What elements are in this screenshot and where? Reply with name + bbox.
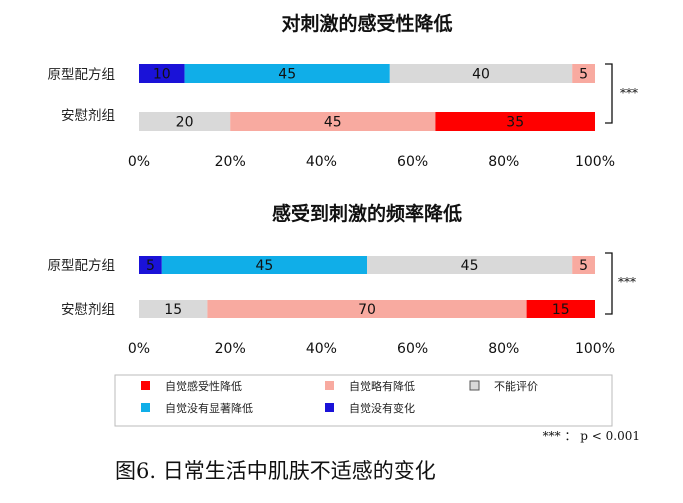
bar-segment	[139, 300, 208, 318]
x-tick-label: 20%	[215, 341, 246, 357]
figure-caption: 图6. 日常生活中肌肤不适感的变化	[115, 459, 436, 483]
data-label: 5	[579, 67, 588, 83]
chart-2-significance-bracket	[605, 252, 613, 315]
data-label: 15	[552, 302, 570, 318]
bar-segment	[139, 256, 162, 274]
data-label: 70	[358, 302, 376, 318]
x-tick-label: 100%	[575, 341, 615, 357]
chart-1-category-placebo: 安慰剂组	[61, 107, 115, 124]
bar-segment	[161, 256, 367, 274]
data-label: 35	[506, 115, 524, 131]
bar-segment	[207, 300, 527, 318]
bar-segment	[139, 64, 185, 83]
chart-1-significance: ***	[620, 86, 638, 100]
chart-1-bars: 10 45 40 5 20 45 35	[139, 64, 595, 131]
chart-2: 感受到刺激的频率降低 原型配方组 安慰剂组 5 45 45 5 15 70 15 0% 20%…	[48, 202, 637, 357]
data-label: 5	[146, 258, 155, 274]
legend-label: 自觉没有显著降低	[165, 401, 253, 415]
x-tick-label: 40%	[306, 154, 337, 170]
data-label: 40	[472, 67, 490, 83]
x-tick-label: 80%	[488, 341, 519, 357]
bar-segment	[572, 64, 595, 83]
legend-box	[114, 374, 613, 427]
bar-segment	[230, 112, 436, 131]
bar-segment	[526, 300, 595, 318]
footnote: *** ： p < 0.001	[543, 429, 640, 443]
chart-1-x-axis: 0% 20% 40% 60% 80% 100%	[128, 154, 615, 170]
chart-2-category-placebo: 安慰剂组	[61, 301, 115, 318]
bar-segment	[139, 112, 231, 131]
x-tick-label: 80%	[488, 154, 519, 170]
chart-2-category-formula: 原型配方组	[48, 258, 116, 274]
bar-segment	[435, 112, 595, 131]
chart-2-significance: ***	[618, 275, 636, 289]
legend-swatch	[325, 403, 334, 412]
x-tick-label: 40%	[306, 341, 337, 357]
x-tick-label: 20%	[215, 154, 246, 170]
chart-1-category-formula: 原型配方组	[48, 67, 116, 83]
bar-segment	[572, 256, 595, 274]
data-label: 45	[255, 258, 273, 274]
legend-swatch	[469, 380, 480, 391]
bar-segment	[184, 64, 390, 83]
legend-label: 自觉感受性降低	[165, 379, 242, 393]
bar-segment	[367, 256, 573, 274]
bar-segment	[389, 64, 573, 83]
legend-swatch	[325, 381, 334, 390]
legend-label: 自觉略有降低	[349, 379, 415, 393]
x-tick-label: 0%	[128, 341, 150, 357]
chart-2-bars: 5 45 45 5 15 70 15	[139, 256, 595, 318]
legend-swatch	[141, 381, 150, 390]
data-label: 45	[324, 115, 342, 131]
data-label: 10	[153, 67, 171, 83]
data-label: 20	[176, 115, 194, 131]
chart-2-title: 感受到刺激的频率降低	[272, 202, 462, 225]
x-tick-label: 100%	[575, 154, 615, 170]
data-label: 45	[278, 67, 296, 83]
x-tick-label: 60%	[397, 154, 428, 170]
legend-swatch	[141, 403, 150, 412]
chart-1: 对刺激的感受性降低 原型配方组 安慰剂组 10 45 40 5 20 45 35 0% 20%…	[48, 12, 639, 170]
x-tick-label: 60%	[397, 341, 428, 357]
legend-label: 不能评价	[494, 379, 538, 393]
x-tick-label: 0%	[128, 154, 150, 170]
chart-1-title: 对刺激的感受性降低	[281, 12, 452, 35]
chart-1-significance-bracket	[605, 63, 613, 124]
data-label: 45	[461, 258, 479, 274]
chart-2-x-axis: 0% 20% 40% 60% 80% 100%	[128, 341, 615, 357]
data-label: 5	[579, 258, 588, 274]
data-label: 15	[164, 302, 182, 318]
legend-label: 自觉没有变化	[349, 401, 415, 415]
